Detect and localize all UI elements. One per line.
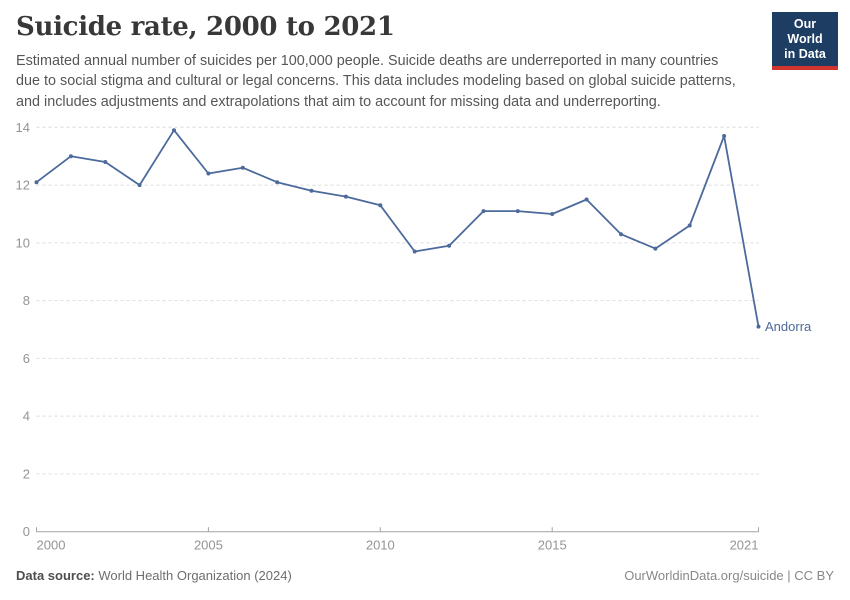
owid-logo-line1: Our World <box>787 17 823 46</box>
data-point-marker[interactable] <box>343 194 348 199</box>
data-point-marker[interactable] <box>619 232 623 237</box>
y-tick-label: 4 <box>23 409 30 424</box>
series-end-label[interactable]: Andorra <box>765 319 812 334</box>
chart-footer: Data source: World Health Organization (… <box>16 568 834 583</box>
y-tick-label: 0 <box>23 524 30 539</box>
x-tick-label: 2015 <box>538 538 567 553</box>
x-tick-label: 2000 <box>37 538 66 553</box>
owid-logo-stripe <box>772 66 838 70</box>
data-point-marker[interactable] <box>137 183 142 188</box>
y-tick-label: 2 <box>23 466 30 481</box>
x-tick-label: 2010 <box>366 538 395 553</box>
y-tick-label: 8 <box>23 293 30 308</box>
data-point-marker[interactable] <box>309 188 314 193</box>
credit-link[interactable]: OurWorldinData.org/suicide | CC BY <box>624 568 834 583</box>
data-point-marker[interactable] <box>275 180 280 185</box>
y-tick-label: 10 <box>16 235 30 250</box>
data-point-marker[interactable] <box>206 171 211 176</box>
data-point-marker[interactable] <box>172 128 176 133</box>
data-source-label: Data source: <box>16 568 95 583</box>
data-point-marker[interactable] <box>687 223 692 228</box>
owid-logo-text: Our World in Data <box>772 12 838 66</box>
y-tick-label: 6 <box>23 351 30 366</box>
data-point-marker[interactable] <box>68 154 73 159</box>
data-point-marker[interactable] <box>240 165 245 170</box>
data-point-marker[interactable] <box>756 324 761 329</box>
x-tick-label: 2005 <box>194 538 223 553</box>
y-tick-label: 14 <box>16 120 30 135</box>
data-point-marker[interactable] <box>584 197 589 202</box>
x-tick-label: 2021 <box>730 538 759 553</box>
data-source: Data source: World Health Organization (… <box>16 568 292 583</box>
chart-title: Suicide rate, 2000 to 2021 <box>16 12 395 42</box>
data-point-marker[interactable] <box>103 160 108 164</box>
series-line-andorra[interactable] <box>35 129 760 328</box>
owid-logo-line2: in Data <box>784 47 826 61</box>
data-point-marker[interactable] <box>722 134 727 138</box>
data-point-marker[interactable] <box>481 209 486 214</box>
data-point-marker[interactable] <box>412 249 417 254</box>
data-point-marker[interactable] <box>447 243 452 248</box>
y-tick-label: 12 <box>16 178 30 193</box>
data-point-marker[interactable] <box>378 203 383 208</box>
data-point-marker[interactable] <box>34 180 39 185</box>
data-point-marker[interactable] <box>653 246 658 251</box>
chart-subtitle: Estimated annual number of suicides per … <box>16 53 736 110</box>
data-point-marker[interactable] <box>550 212 555 216</box>
data-point-marker[interactable] <box>515 209 520 214</box>
owid-logo[interactable]: Our World in Data <box>772 12 838 70</box>
data-source-value: World Health Organization (2024) <box>94 568 292 583</box>
